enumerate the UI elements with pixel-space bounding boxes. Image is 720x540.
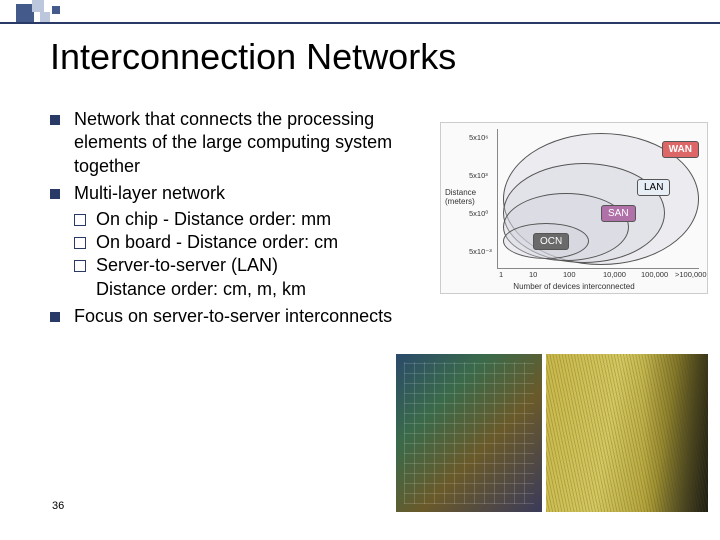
y-tick-0: 5x10⁶ bbox=[469, 133, 488, 142]
y-tick-2: 5x10⁰ bbox=[469, 209, 488, 218]
x-tick-5: >100,000 bbox=[675, 270, 707, 279]
sub-bullet-3: Server-to-server (LAN) bbox=[74, 254, 430, 277]
sub-bullet-2: On board - Distance order: cm bbox=[74, 231, 430, 254]
sub-bullet-3-cont: Distance order: cm, m, km bbox=[74, 278, 430, 301]
lan-badge: LAN bbox=[637, 179, 670, 196]
x-tick-3: 10,000 bbox=[603, 270, 626, 279]
chip-photo bbox=[396, 354, 542, 512]
bullet-3: Focus on server-to-server interconnects bbox=[50, 305, 430, 328]
bullet-2-text: Multi-layer network bbox=[74, 183, 225, 203]
bullet-2: Multi-layer network On chip - Distance o… bbox=[50, 182, 430, 301]
sub-bullet-1: On chip - Distance order: mm bbox=[74, 208, 430, 231]
x-tick-0: 1 bbox=[499, 270, 503, 279]
x-axis-label: Number of devices interconnected bbox=[441, 282, 707, 291]
page-number: 36 bbox=[52, 500, 64, 512]
slide-header-decoration bbox=[0, 0, 720, 28]
y-axis-label: Distance (meters) bbox=[445, 189, 469, 207]
san-badge: SAN bbox=[601, 205, 636, 222]
slide-title: Interconnection Networks bbox=[50, 36, 456, 78]
datacenter-cabling-photo bbox=[546, 354, 708, 512]
wan-badge: WAN bbox=[662, 141, 699, 158]
ocn-badge: OCN bbox=[533, 233, 569, 250]
network-hierarchy-diagram: WAN LAN SAN OCN 5x10⁶ 5x10³ 5x10⁰ 5x10⁻³… bbox=[440, 122, 708, 294]
x-tick-4: 100,000 bbox=[641, 270, 668, 279]
y-tick-1: 5x10³ bbox=[469, 171, 488, 180]
bullet-1: Network that connects the processing ele… bbox=[50, 108, 430, 178]
x-tick-1: 10 bbox=[529, 270, 537, 279]
x-tick-2: 100 bbox=[563, 270, 576, 279]
y-tick-3: 5x10⁻³ bbox=[469, 247, 492, 256]
bullet-content: Network that connects the processing ele… bbox=[50, 108, 430, 333]
